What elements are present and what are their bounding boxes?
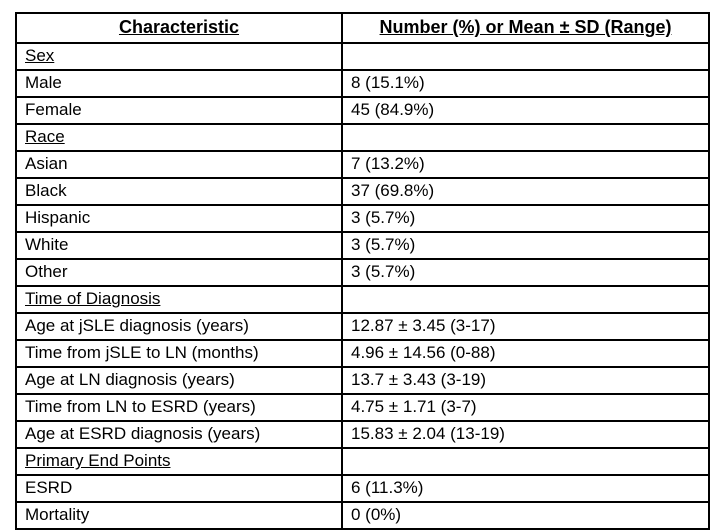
characteristic-cell: Asian [15,150,343,179]
table-row: ESRD 6 (11.3%) [15,474,710,503]
table-row: Black 37 (69.8%) [15,177,710,206]
characteristic-cell: Age at jSLE diagnosis (years) [15,312,343,341]
value-cell [341,285,710,314]
characteristic-cell: Black [15,177,343,206]
column-header-characteristic: Characteristic [15,12,343,44]
table-row: Female 45 (84.9%) [15,96,710,125]
table-row: Asian 7 (13.2%) [15,150,710,179]
characteristic-cell: Female [15,96,343,125]
value-cell: 7 (13.2%) [341,150,710,179]
table-row: Time from LN to ESRD (years) 4.75 ± 1.71 … [15,393,710,422]
table-row: Male 8 (15.1%) [15,69,710,98]
characteristic-cell: Male [15,69,343,98]
characteristic-cell: Time from jSLE to LN (months) [15,339,343,368]
section-row: Race [15,123,710,152]
characteristic-cell: Mortality [15,501,343,530]
value-cell: 8 (15.1%) [341,69,710,98]
section-header-cell: Primary End Points [15,447,343,476]
section-header-cell: Race [15,123,343,152]
characteristic-cell: ESRD [15,474,343,503]
value-cell: 4.96 ± 14.56 (0-88) [341,339,710,368]
section-row: Sex [15,42,710,71]
characteristic-cell: Time from LN to ESRD (years) [15,393,343,422]
table-row: Hispanic 3 (5.7%) [15,204,710,233]
value-cell [341,42,710,71]
value-cell: 12.87 ± 3.45 (3-17) [341,312,710,341]
value-cell: 6 (11.3%) [341,474,710,503]
characteristic-cell: Age at LN diagnosis (years) [15,366,343,395]
characteristic-cell: Other [15,258,343,287]
table-row: Age at LN diagnosis (years) 13.7 ± 3.43 (… [15,366,710,395]
value-cell: 3 (5.7%) [341,204,710,233]
value-cell: 45 (84.9%) [341,96,710,125]
section-header-cell: Sex [15,42,343,71]
value-cell: 0 (0%) [341,501,710,530]
value-cell: 3 (5.7%) [341,258,710,287]
header-row: Characteristic Number (%) or Mean ± SD (… [15,12,710,44]
table-row: Mortality 0 (0%) [15,501,710,530]
value-cell: 37 (69.8%) [341,177,710,206]
section-row: Time of Diagnosis [15,285,710,314]
table-row: White 3 (5.7%) [15,231,710,260]
section-row: Primary End Points [15,447,710,476]
table-row: Age at ESRD diagnosis (years) 15.83 ± 2.0… [15,420,710,449]
characteristic-cell: Hispanic [15,204,343,233]
table-row: Age at jSLE diagnosis (years) 12.87 ± 3.4… [15,312,710,341]
characteristics-table: Characteristic Number (%) or Mean ± SD (… [15,12,710,530]
value-cell [341,447,710,476]
characteristics-table-container: Characteristic Number (%) or Mean ± SD (… [15,12,710,530]
column-header-number: Number (%) or Mean ± SD (Range) [341,12,710,44]
value-cell [341,123,710,152]
table-body: Sex Male 8 (15.1%) Female 45 (84.9%) Race Asia… [15,42,710,530]
value-cell: 4.75 ± 1.71 (3-7) [341,393,710,422]
characteristic-cell: Age at ESRD diagnosis (years) [15,420,343,449]
section-header-cell: Time of Diagnosis [15,285,343,314]
value-cell: 3 (5.7%) [341,231,710,260]
table-row: Other 3 (5.7%) [15,258,710,287]
characteristic-cell: White [15,231,343,260]
value-cell: 15.83 ± 2.04 (13-19) [341,420,710,449]
table-row: Time from jSLE to LN (months) 4.96 ± 14.5… [15,339,710,368]
value-cell: 13.7 ± 3.43 (3-19) [341,366,710,395]
